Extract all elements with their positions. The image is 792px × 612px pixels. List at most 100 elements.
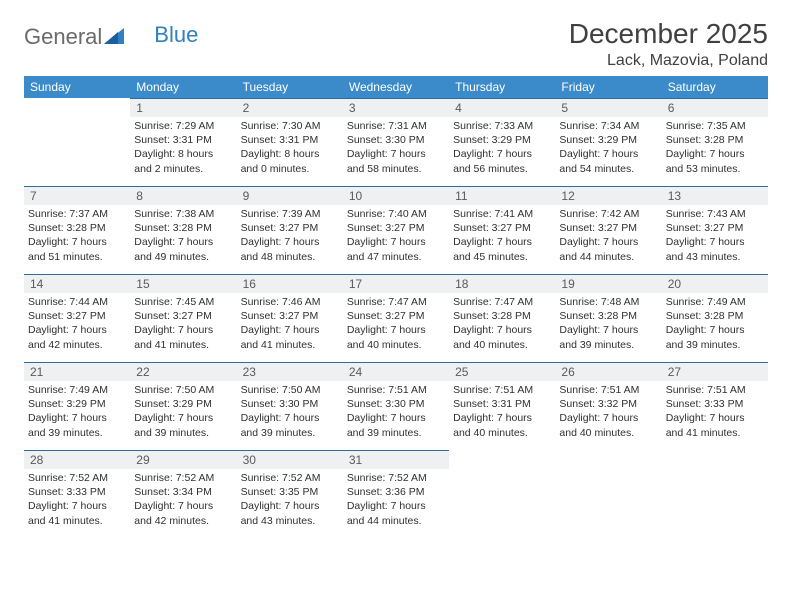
calendar-table: SundayMondayTuesdayWednesdayThursdayFrid… — [24, 76, 768, 538]
calendar-week-row: 14Sunrise: 7:44 AMSunset: 3:27 PMDayligh… — [24, 274, 768, 362]
day-number: 11 — [449, 186, 555, 205]
day-details: Sunrise: 7:41 AMSunset: 3:27 PMDaylight:… — [449, 205, 555, 268]
day-details: Sunrise: 7:43 AMSunset: 3:27 PMDaylight:… — [662, 205, 768, 268]
day-number: 16 — [237, 274, 343, 293]
weekday-header: Monday — [130, 76, 236, 98]
day-details: Sunrise: 7:47 AMSunset: 3:28 PMDaylight:… — [449, 293, 555, 356]
day-details: Sunrise: 7:30 AMSunset: 3:31 PMDaylight:… — [237, 117, 343, 180]
day-details: Sunrise: 7:40 AMSunset: 3:27 PMDaylight:… — [343, 205, 449, 268]
day-number: 22 — [130, 362, 236, 381]
day-details: Sunrise: 7:39 AMSunset: 3:27 PMDaylight:… — [237, 205, 343, 268]
day-details: Sunrise: 7:51 AMSunset: 3:32 PMDaylight:… — [555, 381, 661, 444]
calendar-week-row: 21Sunrise: 7:49 AMSunset: 3:29 PMDayligh… — [24, 362, 768, 450]
calendar-cell: 14Sunrise: 7:44 AMSunset: 3:27 PMDayligh… — [24, 274, 130, 362]
calendar-cell: 18Sunrise: 7:47 AMSunset: 3:28 PMDayligh… — [449, 274, 555, 362]
day-number: 18 — [449, 274, 555, 293]
calendar-cell: 4Sunrise: 7:33 AMSunset: 3:29 PMDaylight… — [449, 98, 555, 186]
brand-logo: General Blue — [24, 18, 198, 50]
weekday-header: Wednesday — [343, 76, 449, 98]
day-number: 6 — [662, 98, 768, 117]
day-details: Sunrise: 7:49 AMSunset: 3:28 PMDaylight:… — [662, 293, 768, 356]
weekday-header: Saturday — [662, 76, 768, 98]
day-details: Sunrise: 7:45 AMSunset: 3:27 PMDaylight:… — [130, 293, 236, 356]
calendar-cell — [555, 450, 661, 538]
brand-part1: General — [24, 24, 102, 50]
location-subtitle: Lack, Mazovia, Poland — [569, 52, 768, 70]
day-number: 10 — [343, 186, 449, 205]
day-number: 7 — [24, 186, 130, 205]
day-number: 13 — [662, 186, 768, 205]
day-number: 21 — [24, 362, 130, 381]
weekday-header: Friday — [555, 76, 661, 98]
day-details: Sunrise: 7:51 AMSunset: 3:33 PMDaylight:… — [662, 381, 768, 444]
calendar-cell: 15Sunrise: 7:45 AMSunset: 3:27 PMDayligh… — [130, 274, 236, 362]
day-details: Sunrise: 7:29 AMSunset: 3:31 PMDaylight:… — [130, 117, 236, 180]
day-number: 23 — [237, 362, 343, 381]
day-number: 24 — [343, 362, 449, 381]
day-details: Sunrise: 7:47 AMSunset: 3:27 PMDaylight:… — [343, 293, 449, 356]
calendar-cell: 31Sunrise: 7:52 AMSunset: 3:36 PMDayligh… — [343, 450, 449, 538]
day-number: 1 — [130, 98, 236, 117]
calendar-cell: 11Sunrise: 7:41 AMSunset: 3:27 PMDayligh… — [449, 186, 555, 274]
calendar-cell: 17Sunrise: 7:47 AMSunset: 3:27 PMDayligh… — [343, 274, 449, 362]
day-details: Sunrise: 7:44 AMSunset: 3:27 PMDaylight:… — [24, 293, 130, 356]
day-details: Sunrise: 7:50 AMSunset: 3:29 PMDaylight:… — [130, 381, 236, 444]
calendar-body: 1Sunrise: 7:29 AMSunset: 3:31 PMDaylight… — [24, 98, 768, 538]
day-details: Sunrise: 7:50 AMSunset: 3:30 PMDaylight:… — [237, 381, 343, 444]
day-number: 14 — [24, 274, 130, 293]
day-details: Sunrise: 7:52 AMSunset: 3:35 PMDaylight:… — [237, 469, 343, 532]
calendar-cell: 30Sunrise: 7:52 AMSunset: 3:35 PMDayligh… — [237, 450, 343, 538]
calendar-cell — [662, 450, 768, 538]
calendar-cell: 27Sunrise: 7:51 AMSunset: 3:33 PMDayligh… — [662, 362, 768, 450]
day-details: Sunrise: 7:52 AMSunset: 3:34 PMDaylight:… — [130, 469, 236, 532]
day-details: Sunrise: 7:37 AMSunset: 3:28 PMDaylight:… — [24, 205, 130, 268]
title-block: December 2025 Lack, Mazovia, Poland — [569, 18, 768, 70]
calendar-cell: 9Sunrise: 7:39 AMSunset: 3:27 PMDaylight… — [237, 186, 343, 274]
day-details: Sunrise: 7:52 AMSunset: 3:33 PMDaylight:… — [24, 469, 130, 532]
day-details: Sunrise: 7:51 AMSunset: 3:31 PMDaylight:… — [449, 381, 555, 444]
day-details: Sunrise: 7:48 AMSunset: 3:28 PMDaylight:… — [555, 293, 661, 356]
calendar-cell — [24, 98, 130, 186]
calendar-header-row: SundayMondayTuesdayWednesdayThursdayFrid… — [24, 76, 768, 98]
day-number: 28 — [24, 450, 130, 469]
calendar-cell: 13Sunrise: 7:43 AMSunset: 3:27 PMDayligh… — [662, 186, 768, 274]
calendar-cell: 20Sunrise: 7:49 AMSunset: 3:28 PMDayligh… — [662, 274, 768, 362]
day-number: 12 — [555, 186, 661, 205]
calendar-cell: 7Sunrise: 7:37 AMSunset: 3:28 PMDaylight… — [24, 186, 130, 274]
brand-triangle-icon — [104, 24, 124, 50]
calendar-week-row: 1Sunrise: 7:29 AMSunset: 3:31 PMDaylight… — [24, 98, 768, 186]
day-details: Sunrise: 7:35 AMSunset: 3:28 PMDaylight:… — [662, 117, 768, 180]
calendar-cell: 5Sunrise: 7:34 AMSunset: 3:29 PMDaylight… — [555, 98, 661, 186]
day-number: 4 — [449, 98, 555, 117]
weekday-header: Sunday — [24, 76, 130, 98]
day-number: 29 — [130, 450, 236, 469]
calendar-cell: 24Sunrise: 7:51 AMSunset: 3:30 PMDayligh… — [343, 362, 449, 450]
day-number: 20 — [662, 274, 768, 293]
day-details: Sunrise: 7:52 AMSunset: 3:36 PMDaylight:… — [343, 469, 449, 532]
calendar-cell: 19Sunrise: 7:48 AMSunset: 3:28 PMDayligh… — [555, 274, 661, 362]
day-number: 3 — [343, 98, 449, 117]
calendar-cell: 25Sunrise: 7:51 AMSunset: 3:31 PMDayligh… — [449, 362, 555, 450]
day-number: 8 — [130, 186, 236, 205]
calendar-cell: 12Sunrise: 7:42 AMSunset: 3:27 PMDayligh… — [555, 186, 661, 274]
day-number: 9 — [237, 186, 343, 205]
day-details: Sunrise: 7:42 AMSunset: 3:27 PMDaylight:… — [555, 205, 661, 268]
calendar-cell: 3Sunrise: 7:31 AMSunset: 3:30 PMDaylight… — [343, 98, 449, 186]
calendar-cell: 1Sunrise: 7:29 AMSunset: 3:31 PMDaylight… — [130, 98, 236, 186]
calendar-week-row: 28Sunrise: 7:52 AMSunset: 3:33 PMDayligh… — [24, 450, 768, 538]
day-details: Sunrise: 7:49 AMSunset: 3:29 PMDaylight:… — [24, 381, 130, 444]
month-title: December 2025 — [569, 18, 768, 50]
calendar-cell: 16Sunrise: 7:46 AMSunset: 3:27 PMDayligh… — [237, 274, 343, 362]
day-details: Sunrise: 7:31 AMSunset: 3:30 PMDaylight:… — [343, 117, 449, 180]
day-number: 2 — [237, 98, 343, 117]
calendar-cell: 22Sunrise: 7:50 AMSunset: 3:29 PMDayligh… — [130, 362, 236, 450]
day-number: 26 — [555, 362, 661, 381]
day-number: 30 — [237, 450, 343, 469]
weekday-header: Thursday — [449, 76, 555, 98]
day-number: 5 — [555, 98, 661, 117]
calendar-cell: 21Sunrise: 7:49 AMSunset: 3:29 PMDayligh… — [24, 362, 130, 450]
calendar-week-row: 7Sunrise: 7:37 AMSunset: 3:28 PMDaylight… — [24, 186, 768, 274]
day-number: 17 — [343, 274, 449, 293]
calendar-cell: 10Sunrise: 7:40 AMSunset: 3:27 PMDayligh… — [343, 186, 449, 274]
day-details: Sunrise: 7:46 AMSunset: 3:27 PMDaylight:… — [237, 293, 343, 356]
